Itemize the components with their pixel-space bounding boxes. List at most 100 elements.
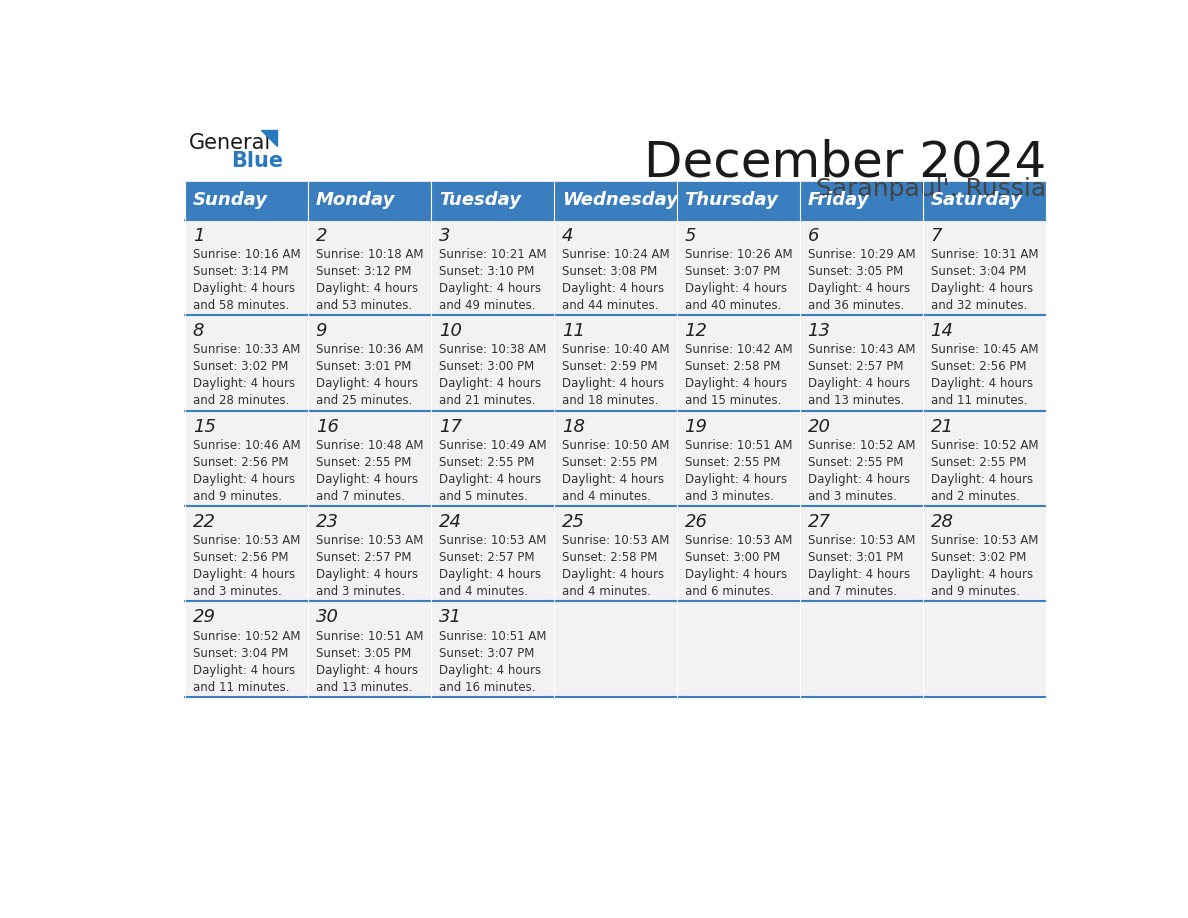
Text: Sunset: 3:00 PM: Sunset: 3:00 PM <box>438 361 533 374</box>
Text: Sunset: 3:05 PM: Sunset: 3:05 PM <box>316 646 411 660</box>
Polygon shape <box>261 130 278 145</box>
Text: Sunrise: 10:16 AM: Sunrise: 10:16 AM <box>192 248 301 261</box>
Text: Sunrise: 10:43 AM: Sunrise: 10:43 AM <box>808 343 915 356</box>
Text: Daylight: 4 hours: Daylight: 4 hours <box>562 282 664 295</box>
Bar <box>431 410 555 506</box>
Text: Sunrise: 10:26 AM: Sunrise: 10:26 AM <box>684 248 792 261</box>
Bar <box>309 410 431 506</box>
Bar <box>309 181 431 219</box>
Text: Sunrise: 10:50 AM: Sunrise: 10:50 AM <box>562 439 669 452</box>
Text: Sunset: 2:57 PM: Sunset: 2:57 PM <box>316 551 411 565</box>
Bar <box>801 219 923 315</box>
Text: 14: 14 <box>930 322 954 341</box>
Text: 17: 17 <box>438 418 462 436</box>
Text: 22: 22 <box>192 513 216 532</box>
Text: Friday: Friday <box>808 191 870 209</box>
Text: and 4 minutes.: and 4 minutes. <box>562 585 651 599</box>
Text: Monday: Monday <box>316 191 396 209</box>
Text: Sunrise: 10:42 AM: Sunrise: 10:42 AM <box>684 343 792 356</box>
Text: Daylight: 4 hours: Daylight: 4 hours <box>808 568 910 581</box>
Text: Sunset: 2:58 PM: Sunset: 2:58 PM <box>562 551 657 565</box>
Text: 10: 10 <box>438 322 462 341</box>
Bar <box>801 601 923 697</box>
Bar <box>185 601 309 697</box>
Text: and 5 minutes.: and 5 minutes. <box>438 489 527 503</box>
Text: Daylight: 4 hours: Daylight: 4 hours <box>684 377 786 390</box>
Bar <box>309 219 431 315</box>
Text: 18: 18 <box>562 418 584 436</box>
Text: Sunrise: 10:24 AM: Sunrise: 10:24 AM <box>562 248 669 261</box>
Text: Daylight: 4 hours: Daylight: 4 hours <box>192 377 295 390</box>
Bar <box>555 181 677 219</box>
Text: General: General <box>189 133 271 152</box>
Text: and 4 minutes.: and 4 minutes. <box>562 489 651 503</box>
Text: 19: 19 <box>684 418 708 436</box>
Text: and 11 minutes.: and 11 minutes. <box>930 395 1028 408</box>
Bar <box>309 601 431 697</box>
Bar <box>677 410 801 506</box>
Text: Sunrise: 10:40 AM: Sunrise: 10:40 AM <box>562 343 669 356</box>
Text: and 53 minutes.: and 53 minutes. <box>316 299 412 312</box>
Bar <box>677 219 801 315</box>
Bar <box>801 181 923 219</box>
Text: Sunrise: 10:21 AM: Sunrise: 10:21 AM <box>438 248 546 261</box>
Text: Sunrise: 10:53 AM: Sunrise: 10:53 AM <box>684 534 792 547</box>
Text: Sunset: 2:58 PM: Sunset: 2:58 PM <box>684 361 781 374</box>
Text: and 58 minutes.: and 58 minutes. <box>192 299 289 312</box>
Text: and 16 minutes.: and 16 minutes. <box>438 680 535 694</box>
Text: 9: 9 <box>316 322 327 341</box>
Text: Sunset: 3:12 PM: Sunset: 3:12 PM <box>316 265 411 278</box>
Text: Sunrise: 10:33 AM: Sunrise: 10:33 AM <box>192 343 301 356</box>
Text: 24: 24 <box>438 513 462 532</box>
Text: Sunset: 3:01 PM: Sunset: 3:01 PM <box>808 551 903 565</box>
Text: Sunset: 2:59 PM: Sunset: 2:59 PM <box>562 361 657 374</box>
Text: Sunrise: 10:51 AM: Sunrise: 10:51 AM <box>316 630 423 643</box>
Text: Sunrise: 10:53 AM: Sunrise: 10:53 AM <box>930 534 1038 547</box>
Text: and 6 minutes.: and 6 minutes. <box>684 585 773 599</box>
Bar <box>923 410 1047 506</box>
Text: Sunset: 3:01 PM: Sunset: 3:01 PM <box>316 361 411 374</box>
Text: 29: 29 <box>192 609 216 626</box>
Bar <box>185 219 309 315</box>
Bar <box>801 410 923 506</box>
Bar <box>555 506 677 601</box>
Text: Sunrise: 10:53 AM: Sunrise: 10:53 AM <box>438 534 546 547</box>
Bar <box>677 315 801 410</box>
Text: Sunset: 3:07 PM: Sunset: 3:07 PM <box>684 265 781 278</box>
Text: Daylight: 4 hours: Daylight: 4 hours <box>684 473 786 486</box>
Text: 6: 6 <box>808 227 819 245</box>
Bar <box>677 181 801 219</box>
Text: Sunset: 2:57 PM: Sunset: 2:57 PM <box>438 551 535 565</box>
Bar <box>923 181 1047 219</box>
Text: Daylight: 4 hours: Daylight: 4 hours <box>562 377 664 390</box>
Text: Daylight: 4 hours: Daylight: 4 hours <box>808 377 910 390</box>
Text: Daylight: 4 hours: Daylight: 4 hours <box>316 473 418 486</box>
Text: Daylight: 4 hours: Daylight: 4 hours <box>562 473 664 486</box>
Text: Blue: Blue <box>232 151 284 171</box>
Text: Daylight: 4 hours: Daylight: 4 hours <box>930 473 1032 486</box>
Bar <box>801 506 923 601</box>
Text: Daylight: 4 hours: Daylight: 4 hours <box>192 664 295 677</box>
Text: Daylight: 4 hours: Daylight: 4 hours <box>438 377 541 390</box>
Text: and 3 minutes.: and 3 minutes. <box>808 489 897 503</box>
Text: Sunset: 2:55 PM: Sunset: 2:55 PM <box>316 456 411 469</box>
Bar <box>185 315 309 410</box>
Text: Sunset: 2:56 PM: Sunset: 2:56 PM <box>192 456 289 469</box>
Text: Sunrise: 10:36 AM: Sunrise: 10:36 AM <box>316 343 423 356</box>
Text: Sunrise: 10:31 AM: Sunrise: 10:31 AM <box>930 248 1038 261</box>
Text: 13: 13 <box>808 322 830 341</box>
Bar <box>677 601 801 697</box>
Text: and 36 minutes.: and 36 minutes. <box>808 299 904 312</box>
Text: Sunrise: 10:52 AM: Sunrise: 10:52 AM <box>808 439 915 452</box>
Text: 25: 25 <box>562 513 584 532</box>
Text: Sunset: 3:08 PM: Sunset: 3:08 PM <box>562 265 657 278</box>
Bar <box>431 601 555 697</box>
Text: Daylight: 4 hours: Daylight: 4 hours <box>438 282 541 295</box>
Bar <box>923 601 1047 697</box>
Text: and 9 minutes.: and 9 minutes. <box>930 585 1019 599</box>
Text: Sunset: 3:02 PM: Sunset: 3:02 PM <box>192 361 287 374</box>
Text: Sunset: 2:56 PM: Sunset: 2:56 PM <box>930 361 1026 374</box>
Text: and 11 minutes.: and 11 minutes. <box>192 680 289 694</box>
Bar <box>431 315 555 410</box>
Bar <box>677 506 801 601</box>
